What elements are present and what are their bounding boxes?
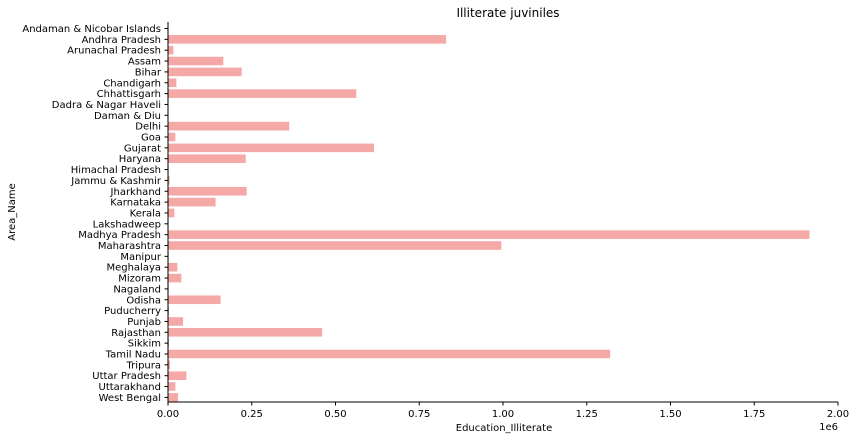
bar-arunachal-pradesh xyxy=(168,45,174,55)
bar-uttar-pradesh xyxy=(168,371,187,380)
x-tick-label: 2.00 xyxy=(827,409,849,420)
bar-karnataka xyxy=(168,197,216,207)
x-tick-label: 1.25 xyxy=(576,409,598,420)
category-label-jharkhand: Jharkhand xyxy=(110,187,161,198)
category-label-assam: Assam xyxy=(128,57,161,68)
category-label-goa: Goa xyxy=(141,133,161,144)
bar-madhya-pradesh xyxy=(168,230,810,239)
bar-chandigarh xyxy=(168,78,177,88)
y-axis-title: Area_Name xyxy=(7,183,18,241)
x-tick-label: 1.75 xyxy=(743,409,765,420)
bar-jammu-kashmir xyxy=(168,176,170,185)
bar-rajasthan xyxy=(168,328,323,337)
bar-kerala xyxy=(168,208,175,218)
category-label-jammu-kashmir: Jammu & Kashmir xyxy=(70,176,162,187)
bar-tamil-nadu xyxy=(168,349,611,359)
x-tick-label: 0.75 xyxy=(408,409,430,420)
x-tick-label: 0.50 xyxy=(324,409,346,420)
category-label-karnataka: Karnataka xyxy=(110,198,161,209)
x-tick-label: 0.00 xyxy=(157,409,179,420)
bar-tripura xyxy=(168,360,171,370)
category-label-mizoram: Mizoram xyxy=(118,274,161,285)
category-label-arunachal-pradesh: Arunachal Pradesh xyxy=(67,46,161,57)
category-label-andaman-nicobar-islands: Andaman & Nicobar Islands xyxy=(22,24,161,35)
category-label-manipur: Manipur xyxy=(120,252,162,263)
category-label-punjab: Punjab xyxy=(127,317,161,328)
bars-group xyxy=(168,35,810,402)
x-tick-label: 1.50 xyxy=(659,409,681,420)
category-label-gujarat: Gujarat xyxy=(124,143,161,154)
category-label-puducherry: Puducherry xyxy=(104,306,161,317)
bar-bihar xyxy=(168,67,242,77)
bar-maharashtra xyxy=(168,241,502,250)
x-tick-label: 0.25 xyxy=(241,409,263,420)
bar-chhattisgarh xyxy=(168,89,357,98)
bar-odisha xyxy=(168,295,221,305)
bar-mizoram xyxy=(168,273,182,283)
x-axis-ticks: 0.00 0.25 0.50 0.75 1.00 1.25 1.50 1.75 2.00 xyxy=(157,402,849,420)
bar-gujarat xyxy=(168,143,375,153)
category-label-odisha: Odisha xyxy=(126,295,161,306)
category-label-uttarakhand: Uttarakhand xyxy=(99,382,161,393)
category-label-sikkim: Sikkim xyxy=(128,339,161,350)
category-label-daman-diu: Daman & Diu xyxy=(94,111,161,122)
category-label-chhattisgarh: Chhattisgarh xyxy=(97,89,161,100)
category-label-andhra-pradesh: Andhra Pradesh xyxy=(82,35,161,46)
category-label-himachal-pradesh: Himachal Pradesh xyxy=(71,165,161,176)
x-tick-label: 1.00 xyxy=(492,409,514,420)
x-axis-title: Education_Illiterate xyxy=(456,423,552,434)
bar-andhra-pradesh xyxy=(168,35,447,44)
chart-title: Illiterate juviniles xyxy=(456,6,559,20)
bar-west-bengal xyxy=(168,393,179,402)
category-label-tripura: Tripura xyxy=(126,360,161,371)
category-label-bihar: Bihar xyxy=(135,67,162,78)
category-label-dadra-nagar-haveli: Dadra & Nagar Haveli xyxy=(52,100,161,111)
bar-delhi xyxy=(168,121,290,131)
category-label-tamil-nadu: Tamil Nadu xyxy=(105,350,161,361)
category-label-chandigarh: Chandigarh xyxy=(103,78,161,89)
x-axis-scale-label: 1e6 xyxy=(819,422,838,433)
bar-punjab xyxy=(168,317,184,326)
category-label-west-bengal: West Bengal xyxy=(99,393,161,404)
category-label-lakshadweep: Lakshadweep xyxy=(93,219,161,230)
category-label-madhya-pradesh: Madhya Pradesh xyxy=(78,230,161,241)
bar-goa xyxy=(168,132,176,142)
category-label-meghalaya: Meghalaya xyxy=(106,263,161,274)
category-label-delhi: Delhi xyxy=(135,122,161,133)
bar-jharkhand xyxy=(168,186,247,196)
category-label-kerala: Kerala xyxy=(130,208,161,219)
bar-uttarakhand xyxy=(168,382,176,391)
bar-meghalaya xyxy=(168,262,178,272)
category-label-nagaland: Nagaland xyxy=(113,284,161,295)
bar-assam xyxy=(168,56,224,66)
category-label-uttar-pradesh: Uttar Pradesh xyxy=(92,371,161,382)
category-label-rajasthan: Rajasthan xyxy=(111,328,161,339)
category-label-maharashtra: Maharashtra xyxy=(98,241,161,252)
category-label-haryana: Haryana xyxy=(119,154,161,165)
bar-haryana xyxy=(168,154,246,163)
